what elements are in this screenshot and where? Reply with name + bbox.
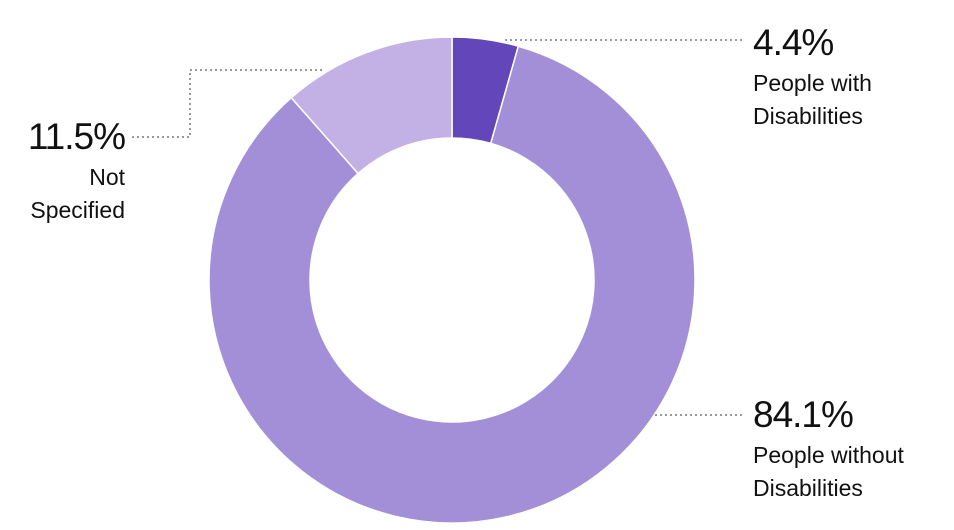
value-label: 11.5% xyxy=(27,116,126,157)
leader-line xyxy=(130,69,322,138)
category-label: People without Disabilities xyxy=(753,442,904,501)
slice xyxy=(208,45,696,524)
slice xyxy=(290,36,453,175)
value-label: 4.4% xyxy=(753,22,834,63)
slice-label: 84.1% People without Disabilities xyxy=(753,396,953,505)
value-label: 84.1% xyxy=(753,394,854,435)
category-label: Not Specified xyxy=(30,164,125,223)
slice-label: 4.4% People with Disabilities xyxy=(753,24,943,133)
slice-label: 11.5% Not Specified xyxy=(0,116,126,227)
category-label: People with Disabilities xyxy=(753,70,872,129)
